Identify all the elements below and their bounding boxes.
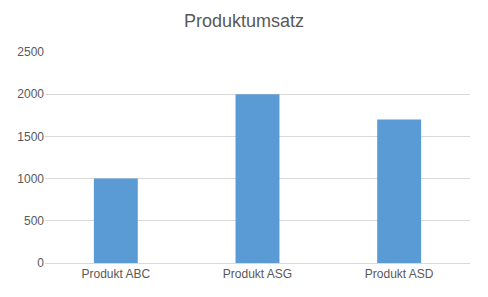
svg-text:Produkt ASD: Produkt ASD (365, 267, 434, 281)
svg-text:0: 0 (37, 256, 44, 270)
svg-text:1500: 1500 (17, 130, 44, 144)
svg-text:1000: 1000 (17, 172, 44, 186)
svg-text:Produktumsatz: Produktumsatz (184, 11, 304, 31)
svg-text:2500: 2500 (17, 45, 44, 59)
svg-text:Produkt ASG: Produkt ASG (223, 267, 292, 281)
svg-text:2000: 2000 (17, 87, 44, 101)
svg-text:500: 500 (24, 214, 44, 228)
svg-text:Produkt ABC: Produkt ABC (81, 267, 150, 281)
